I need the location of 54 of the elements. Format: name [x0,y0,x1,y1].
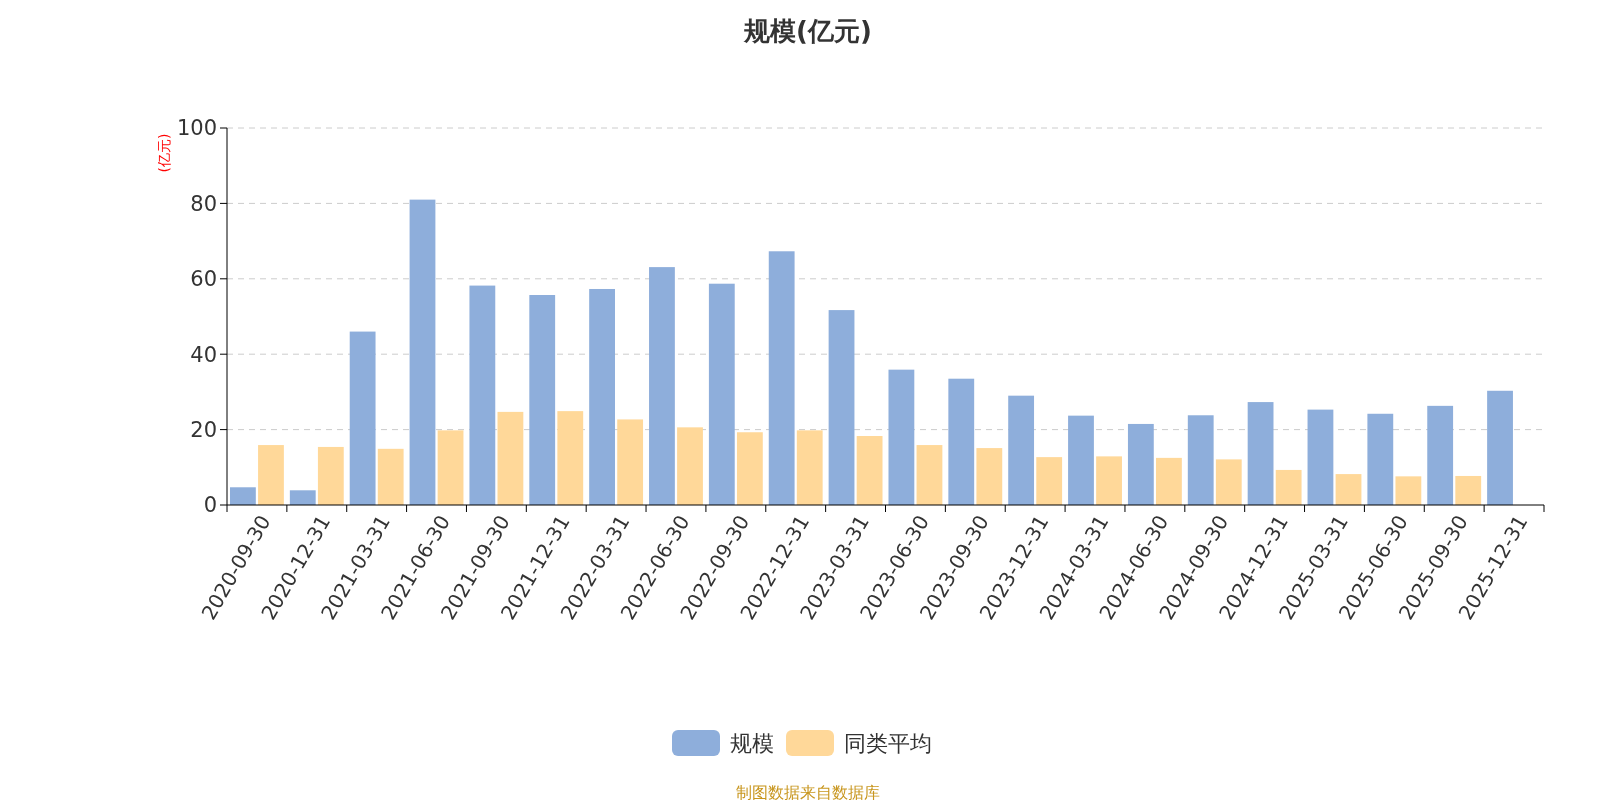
bar [1335,474,1362,505]
bar [317,446,344,505]
bar [916,445,943,505]
bar [1156,457,1182,505]
y-tick-label: 60 [190,267,217,292]
bar [888,369,915,505]
bar [437,430,464,505]
bar [948,378,975,505]
bar [1127,423,1154,505]
bar [768,251,795,505]
bar [409,199,436,505]
bar [828,310,855,505]
bar [258,445,284,505]
bar [289,490,316,505]
bar [708,283,735,505]
bar [1008,395,1035,505]
y-tick-label: 80 [190,191,217,216]
chart-title: 规模(亿元) [743,16,872,46]
bar [617,419,644,505]
bar [1275,469,1302,505]
y-tick-label: 0 [203,493,217,518]
bar [1247,402,1274,505]
bar [1427,405,1454,505]
bar [557,411,584,505]
bar [796,430,823,505]
bar [856,436,883,505]
bar [469,285,496,505]
bar [1487,390,1513,505]
bar [1068,415,1094,505]
bar [1215,459,1242,505]
legend-label: 规模 [730,730,774,756]
y-tick-label: 20 [190,417,217,442]
legend-label: 同类平均 [844,730,932,756]
bar [529,295,556,505]
bar [1187,415,1214,505]
bar [649,267,675,505]
bar [1455,475,1482,505]
bar [1096,456,1122,505]
bar [1367,413,1394,505]
bar [589,288,615,505]
bar [736,432,763,505]
y-tick-label: 100 [176,116,217,141]
bar [677,427,703,505]
bar [497,411,524,505]
bar [976,448,1003,505]
bar [1395,476,1422,505]
y-axis-title: (亿元) [156,133,172,173]
bar [349,331,376,505]
bar [377,448,404,505]
bar [229,487,256,505]
bar [1036,457,1063,505]
text: 制图数据来自数据库 [736,783,880,800]
bar [1307,409,1334,505]
y-tick-label: 40 [190,342,217,367]
